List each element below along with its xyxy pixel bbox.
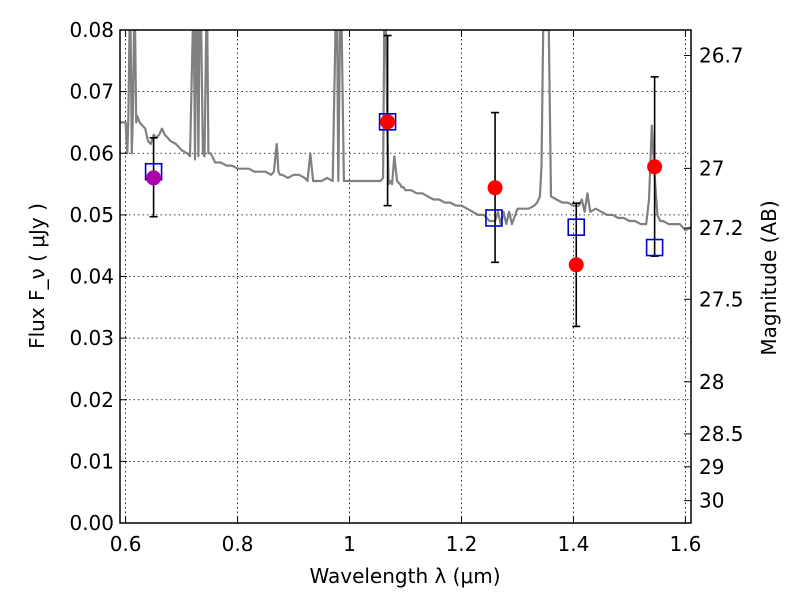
x-axis-label: Wavelength λ (μm) (309, 564, 500, 588)
y-tick-label: 0.07 (69, 80, 114, 104)
y-tick-label: 0.04 (69, 265, 114, 289)
y-axis-label: Flux F_ν ( μJy ) (25, 203, 49, 349)
observed-flux-point (380, 114, 396, 130)
y-tick-label: 0.03 (69, 326, 114, 350)
observed-flux-point (647, 159, 663, 175)
y-tick-label: 0.00 (69, 511, 114, 535)
y-tick-label: 0.08 (69, 18, 114, 42)
mag-tick-label: 26.7 (699, 44, 744, 68)
model-photometry-box (378, 113, 397, 131)
x-tick-label: 1.6 (669, 532, 701, 556)
x-tick-label: 1.2 (446, 532, 478, 556)
model-photometry-box (485, 209, 503, 227)
axis-ticks: 0.6 0.8 1 1.2 1.4 1.6 0.00 0.01 0.02 0.03 0.04 0.05… (69, 18, 743, 556)
mag-tick-label: 28.5 (699, 422, 744, 446)
mag-tick-label: 27 (699, 156, 724, 180)
observed-flux-point (146, 170, 162, 186)
mag-tick-label: 28 (699, 370, 724, 394)
x-tick-label: 0.6 (110, 532, 142, 556)
model-photometry-box (645, 238, 664, 257)
y-tick-label: 0.05 (69, 203, 114, 227)
x-tick-label: 1.4 (558, 532, 590, 556)
x-tick-label: 1 (343, 532, 356, 556)
plot-area (120, 30, 691, 328)
y-tick-label: 0.01 (69, 449, 114, 473)
y-tick-label: 0.02 (69, 388, 114, 412)
mag-tick-label: 29 (699, 455, 724, 479)
model-spectrum-line (120, 30, 691, 232)
mag-tick-label: 27.5 (699, 287, 744, 311)
model-photometry-box (567, 218, 586, 236)
x-tick-label: 0.8 (222, 532, 254, 556)
mag-tick-label: 27.2 (699, 216, 744, 240)
y-tick-label: 0.06 (69, 141, 114, 165)
y2-axis-label: Magnitude (AB) (757, 200, 781, 355)
mag-tick-label: 30 (699, 489, 724, 513)
observed-flux-point (487, 180, 503, 196)
observed-flux-point (568, 257, 584, 273)
